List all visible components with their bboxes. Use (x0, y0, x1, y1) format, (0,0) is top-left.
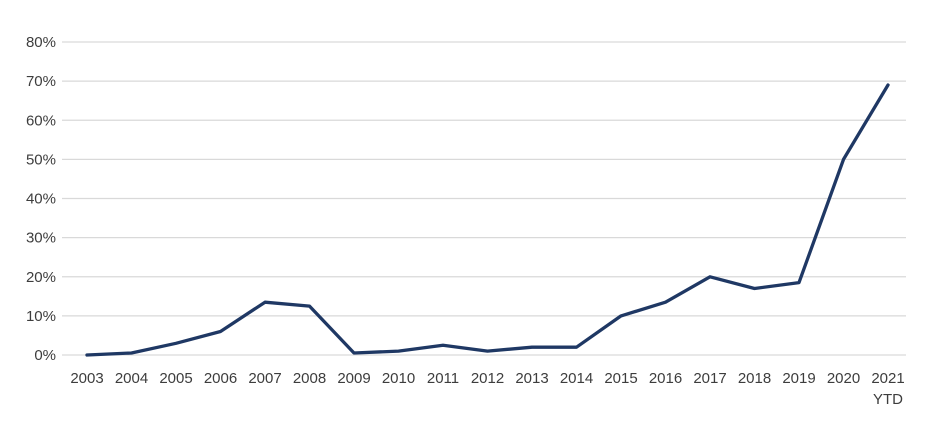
x-tick-label: 2016 (649, 370, 682, 387)
y-tick-label: 80% (26, 34, 56, 51)
x-tick-label: 2008 (293, 370, 326, 387)
x-tick-label: 2018 (738, 370, 771, 387)
x-tick-label: 2019 (782, 370, 815, 387)
x-tick-label: 2021 (871, 370, 904, 387)
x-tick-label: 2003 (70, 370, 103, 387)
x-tick-label: 2017 (693, 370, 726, 387)
y-tick-label: 40% (26, 191, 56, 208)
x-tick-label: 2004 (115, 370, 148, 387)
x-tick-label: 2015 (604, 370, 637, 387)
x-tick-label: 2007 (248, 370, 281, 387)
series-line (85, 83, 890, 357)
y-tick-label: 0% (34, 347, 56, 364)
x-tick-label: 2020 (827, 370, 860, 387)
x-tick-label: 2014 (560, 370, 593, 387)
y-tick-label: 50% (26, 151, 56, 168)
x-tick-label: 2011 (427, 370, 459, 387)
x-tick-label: 2005 (159, 370, 192, 387)
x-tick-label: 2012 (471, 370, 504, 387)
y-tick-label: 70% (26, 73, 56, 90)
y-tick-label: 10% (26, 308, 56, 325)
x-tick-note-ytd: YTD (873, 391, 903, 408)
x-tick-label: 2013 (515, 370, 548, 387)
x-tick-label: 2006 (204, 370, 237, 387)
y-tick-label: 30% (26, 230, 56, 247)
y-tick-label: 60% (26, 112, 56, 129)
x-tick-label: 2010 (382, 370, 415, 387)
x-tick-label: 2009 (337, 370, 370, 387)
y-tick-label: 20% (26, 269, 56, 286)
